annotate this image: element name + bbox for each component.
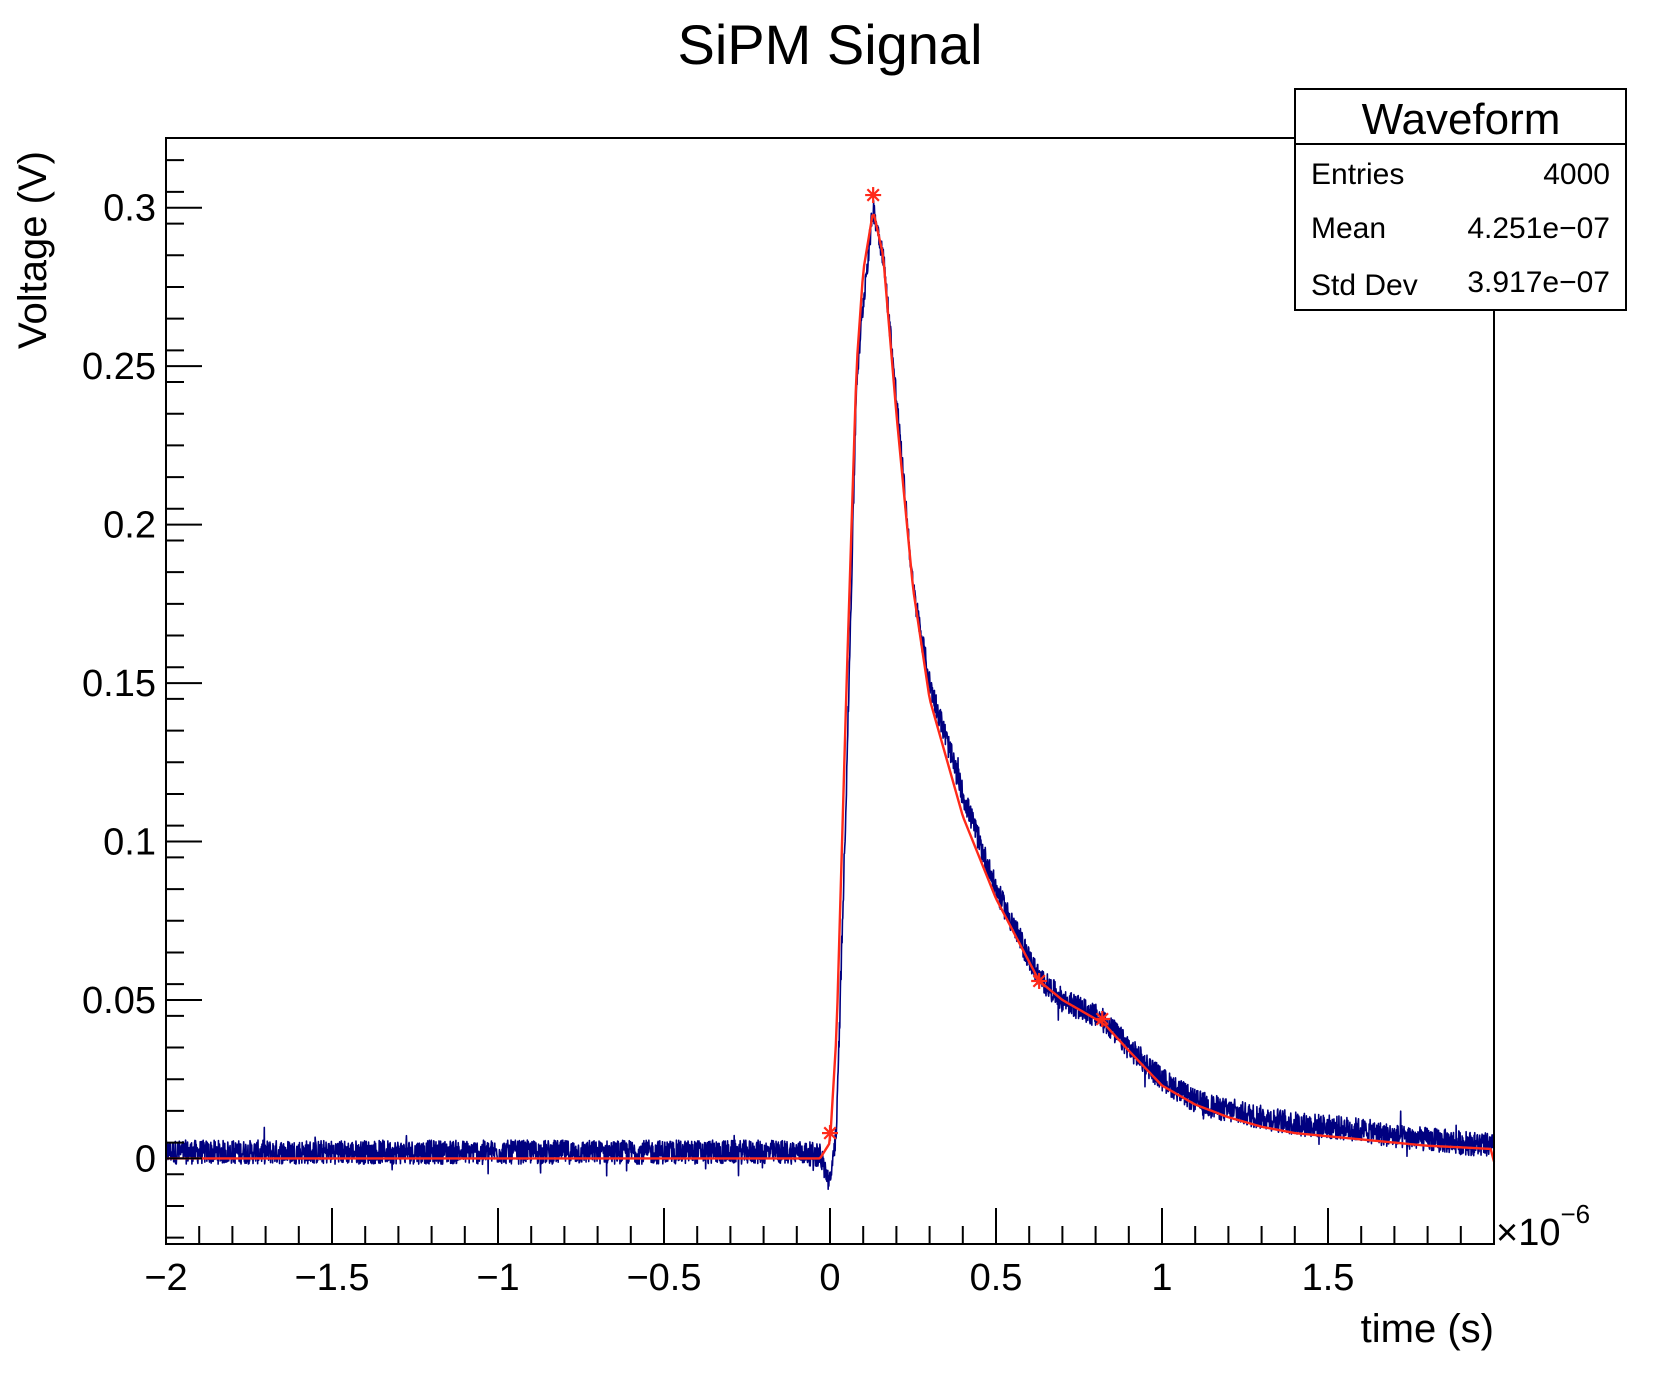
- fit-marker: [822, 1125, 838, 1142]
- x-tick-label: 0.5: [970, 1257, 1023, 1299]
- fit-marker: [1031, 972, 1048, 989]
- stats-box-frame: [1294, 88, 1627, 311]
- stats-mean-label: Mean: [1311, 212, 1386, 245]
- x-tick-label: 0: [819, 1257, 840, 1299]
- x-tick-label: 1: [1151, 1257, 1172, 1299]
- fit-curve: [166, 213, 1496, 1162]
- x-tick-label: −0.5: [626, 1257, 701, 1299]
- y-tick-label: 0: [135, 1138, 156, 1180]
- stats-box-title: Waveform: [1362, 95, 1561, 144]
- plot-area: −2 −1.5 −1 −0.5 0 0.5 1 1.5 0 0.05 0.1 0.15 0.2 0.25 0…: [82, 137, 1496, 1299]
- x-tick-label: −1.5: [294, 1257, 369, 1299]
- stats-stddev-value: 3.917e−07: [1467, 266, 1610, 299]
- stats-stddev-label: Std Dev: [1311, 269, 1418, 302]
- axes-layer: −2 −1.5 −1 −0.5 0 0.5 1 1.5 0 0.05 0.1 0.15 0.2 0.25 0…: [82, 137, 1495, 1299]
- y-axis-label: Voltage (V): [11, 151, 55, 349]
- x-axis-exponent: ×10−6: [1496, 1199, 1590, 1254]
- x-exponent-power: −6: [1560, 1199, 1590, 1229]
- y-tick-label: 0.1: [103, 822, 156, 864]
- x-exponent-base: ×10: [1496, 1212, 1560, 1254]
- chart-title: SiPM Signal: [677, 13, 982, 76]
- fit-marker: [865, 187, 882, 204]
- y-tick-label: 0.05: [82, 980, 156, 1022]
- fit-marker: [1094, 1010, 1111, 1027]
- y-tick-label: 0.15: [82, 663, 156, 705]
- stats-mean-value: 4.251e−07: [1467, 212, 1610, 245]
- stats-entries-value: 4000: [1543, 158, 1610, 191]
- y-tick-label: 0.25: [82, 346, 156, 388]
- x-tick-label: 1.5: [1302, 1257, 1355, 1299]
- stats-box: Waveform Entries 4000 Mean 4.251e−07 Std…: [1294, 88, 1627, 311]
- y-tick-label: 0.3: [103, 188, 156, 230]
- y-tick-label: 0.2: [103, 505, 156, 547]
- x-tick-label: −1: [476, 1257, 519, 1299]
- x-axis-label: time (s): [1361, 1307, 1494, 1351]
- x-tick-label: −2: [144, 1257, 187, 1299]
- stats-entries-label: Entries: [1311, 158, 1404, 191]
- data-layer: [165, 187, 1496, 1191]
- waveform-series: [165, 200, 1495, 1191]
